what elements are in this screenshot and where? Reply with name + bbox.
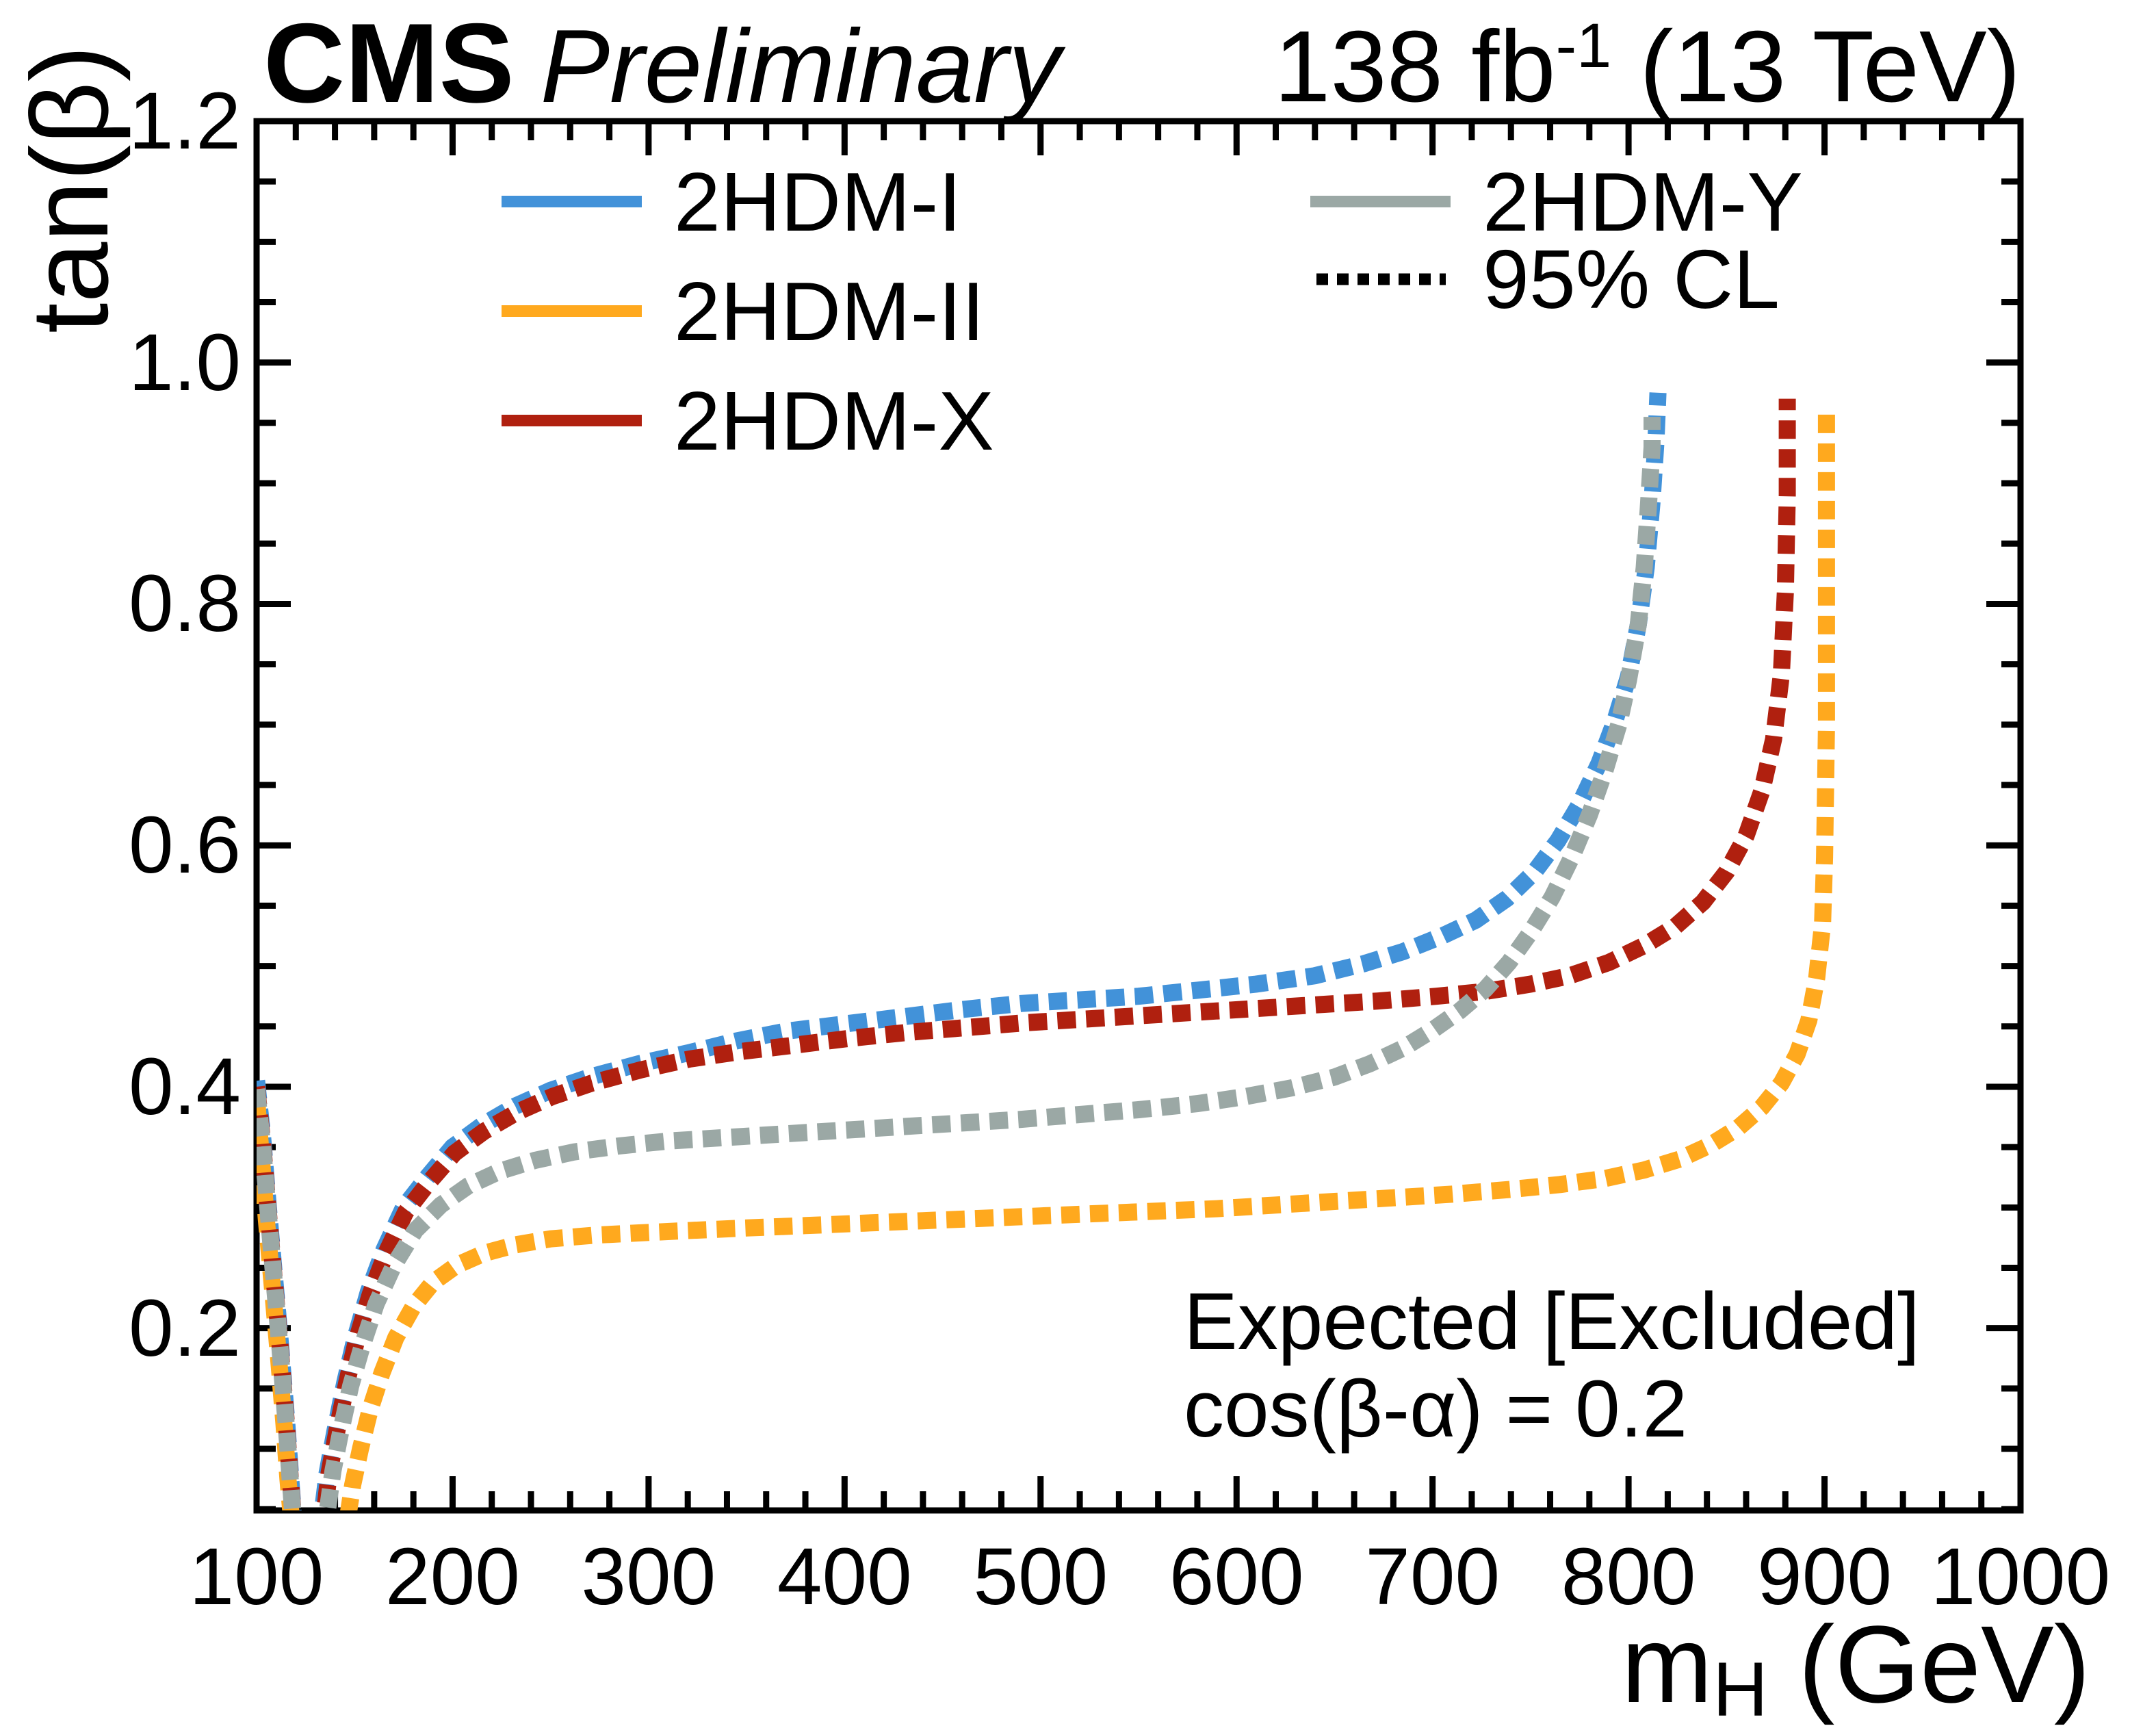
x-axis-title: mH (GeV) <box>1622 1610 2090 1726</box>
annotation-expected-excluded: Expected [Excluded] <box>1184 1276 1920 1367</box>
legend-swatch-95cl-dotted-line <box>1316 273 1446 285</box>
x-tick-label-600: 600 <box>1169 1532 1304 1622</box>
legend-swatch-2hdm-y <box>1310 196 1451 207</box>
status-label: Preliminary <box>540 8 1061 125</box>
y-tick-label-1.0: 1.0 <box>128 317 241 408</box>
curve-2hdm-ii <box>257 408 1835 1510</box>
y-tick-label-0.4: 0.4 <box>128 1041 241 1132</box>
x-axis-title-sub: H <box>1712 1647 1768 1726</box>
x-tick-label-700: 700 <box>1365 1532 1501 1622</box>
y-tick-label-0.6: 0.6 <box>128 800 241 891</box>
legend-swatch-2hdm-ii <box>502 305 642 317</box>
header-left: CMS Preliminary <box>263 7 1061 120</box>
x-tick-label-1000: 1000 <box>1930 1532 2111 1622</box>
legend-label-2hdm-x: 2HDM-X <box>674 374 994 467</box>
x-tick-label-800: 800 <box>1561 1532 1696 1622</box>
legend-swatch-2hdm-i <box>502 196 642 207</box>
x-tick-label-500: 500 <box>973 1532 1108 1622</box>
x-tick-label-100: 100 <box>189 1532 324 1622</box>
luminosity-label: 138 fb-1 (13 TeV) <box>1274 14 2021 118</box>
legend-swatch-2hdm-x <box>502 415 642 426</box>
y-tick-label-1.2: 1.2 <box>128 76 241 166</box>
legend-label-95cl: 95% CL <box>1483 233 1780 326</box>
x-tick-label-300: 300 <box>581 1532 716 1622</box>
x-axis-title-main: m <box>1621 1603 1713 1725</box>
y-tick-label-0.2: 0.2 <box>128 1283 241 1374</box>
x-tick-label-900: 900 <box>1757 1532 1892 1622</box>
exclusion-curves <box>257 392 1835 1510</box>
x-tick-label-400: 400 <box>777 1532 912 1622</box>
lumi-exponent: -1 <box>1555 10 1612 81</box>
axes-frame <box>253 118 2024 1514</box>
legend-label-2hdm-i: 2HDM-I <box>674 155 962 248</box>
legend-label-2hdm-ii: 2HDM-II <box>674 265 985 358</box>
x-axis-title-rest: (GeV) <box>1767 1603 2090 1725</box>
curve-2hdm-y <box>257 417 1661 1510</box>
lumi-energy: (13 TeV) <box>1611 10 2021 123</box>
lumi-value: 138 fb <box>1274 10 1556 123</box>
y-tick-label-0.8: 0.8 <box>128 558 241 649</box>
curve-2hdm-i <box>257 392 1667 1510</box>
experiment-label: CMS <box>263 0 515 126</box>
legend-label-2hdm-y: 2HDM-Y <box>1483 155 1803 248</box>
x-tick-label-200: 200 <box>385 1532 520 1622</box>
annotation-cos-beta-alpha: cos(β-α) = 0.2 <box>1184 1364 1688 1454</box>
